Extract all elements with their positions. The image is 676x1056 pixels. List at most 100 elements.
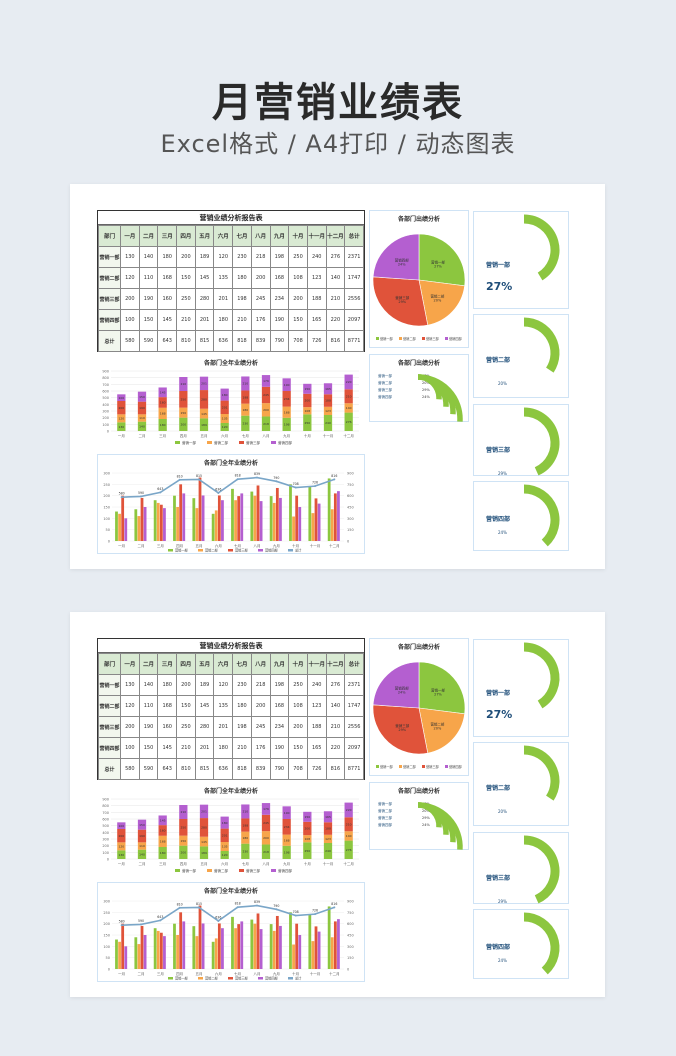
stacked-bar-segment	[241, 818, 250, 832]
ring-chart-title: 各部门出绩分析	[397, 360, 440, 367]
combo-chart-panel: 各部门全年业绩分析 0 0 50 150 100 300 150 450 200 600 250 750…	[97, 882, 365, 982]
grouped-bar	[314, 498, 318, 541]
grouped-bar	[153, 500, 157, 541]
stacked-bar-segment	[323, 843, 333, 859]
pie-slice	[418, 707, 465, 754]
table-cell: 168	[157, 267, 178, 289]
grouped-bar	[217, 923, 221, 969]
table-cell: 198	[232, 288, 252, 310]
table-cell: 120	[213, 246, 234, 268]
stacked-bar-segment	[179, 819, 188, 836]
table-cell: 245	[250, 716, 271, 738]
gauge-arc	[523, 912, 560, 975]
x-tick-label: 六月	[221, 433, 228, 438]
grouped-bar	[308, 914, 312, 969]
table-cell: 234	[269, 288, 290, 310]
table-header-row: 部门 一月 二月 三月 四月 五月 六月 七月 八月 九月 十月 十一月 十二月 总计	[98, 225, 364, 247]
pie-slice	[372, 276, 429, 327]
gauge-arc	[523, 214, 560, 281]
grouped-bar	[314, 926, 318, 969]
stacked-bar-segment	[117, 422, 126, 431]
gauge-percent: 24%	[498, 958, 507, 963]
segment-value-label: 145	[201, 840, 207, 844]
y-tick-label: 300	[103, 900, 110, 904]
table-cell: 220	[325, 737, 346, 759]
slice-name-label: 营销四部	[395, 258, 409, 263]
total-line	[121, 476, 335, 498]
stacked-bar-segment	[117, 401, 126, 415]
table-cell: 145	[194, 695, 215, 717]
segment-value-label: 198	[242, 823, 248, 827]
stacked-bar-segment	[117, 414, 126, 423]
segment-value-label: 145	[160, 391, 166, 395]
stacked-bar-segment	[220, 414, 229, 423]
table-row: 营销一部 130 140 180 200 189 120 230 218 198 250 240 276…	[98, 246, 364, 268]
segment-value-label: 176	[263, 379, 269, 383]
stacked-bar-segment	[158, 825, 167, 836]
stacked-chart-panel: 各部门全年业绩分析 0 100 200 300 400 500 600 700 800 900 130…	[97, 356, 365, 448]
grouped-bar	[221, 928, 224, 969]
stacked-bar-segment	[303, 835, 312, 843]
slice-percent-label: 29%	[398, 300, 406, 304]
table-cell: 180	[213, 309, 234, 331]
stacked-bar-chart: 0 100 200 300 400 500 600 700 800 900 130 120 200 100…	[102, 370, 359, 445]
x-tick-label: 五月	[196, 543, 203, 548]
ring-label: 营销四部	[378, 394, 392, 399]
ring-chart-panel: 各部门出绩分析 营销一部 27% 营销二部 20% 营销三部 29% 营销四部 24%	[369, 354, 469, 422]
segment-value-label: 120	[118, 845, 124, 849]
table-header-cell: 八月	[250, 653, 271, 675]
line-point	[140, 495, 142, 498]
stacked-bar-segment	[344, 412, 353, 431]
gauge-label: 营销二部	[486, 357, 511, 364]
slice-percent-label: 20%	[434, 726, 442, 730]
stacked-bar-segment	[220, 842, 229, 851]
grouped-bar	[333, 921, 337, 969]
stacked-bar-segment	[179, 417, 188, 431]
grouped-bar	[192, 498, 196, 541]
x-tick-label: 十一月	[310, 971, 321, 976]
gauge-percent: 24%	[498, 530, 507, 535]
gauge-arc	[523, 642, 560, 709]
grouped-bar	[259, 501, 263, 541]
stacked-bar-segment	[303, 407, 312, 415]
stacked-bar-segment	[220, 851, 229, 859]
y-tick-label: 900	[102, 798, 109, 802]
table-header-cell: 七月	[232, 225, 252, 247]
line-point	[198, 478, 200, 481]
table-cell: 140	[325, 267, 346, 289]
segment-value-label: 145	[160, 819, 166, 823]
grouped-bar	[134, 509, 138, 541]
segment-value-label: 140	[139, 853, 145, 857]
legend-swatch	[198, 549, 203, 552]
line-point	[140, 923, 142, 926]
table-cell: 201	[213, 288, 234, 310]
table-header-cell: 四月	[176, 225, 196, 247]
table-cell: 201	[194, 737, 215, 759]
line-point	[120, 924, 123, 927]
grouped-bar	[176, 935, 179, 969]
y2-tick-label: 150	[347, 956, 354, 960]
segment-value-label: 276	[346, 848, 352, 852]
grouped-bar	[337, 919, 340, 969]
grouped-bar	[173, 923, 176, 969]
grouped-bar	[289, 484, 292, 541]
y-tick-label: 800	[102, 376, 109, 380]
stacked-bar-segment	[261, 416, 271, 431]
segment-value-label: 210	[242, 810, 248, 814]
stacked-bar-segment	[137, 819, 147, 830]
table-cell: 580	[120, 758, 140, 780]
segment-value-label: 165	[325, 815, 331, 819]
table-cell: 590	[138, 758, 159, 780]
slice-percent-label: 27%	[434, 264, 442, 268]
line-point	[159, 919, 162, 922]
segment-value-label: 150	[180, 839, 186, 843]
table-cell: 168	[157, 695, 178, 717]
pie-chart-title: 各部门出绩分析	[397, 644, 440, 651]
ring-chart-title: 各部门出绩分析	[397, 788, 440, 795]
segment-value-label: 245	[263, 821, 269, 825]
y-tick-label: 0	[108, 968, 110, 972]
slice-percent-label: 20%	[434, 298, 442, 302]
line-value-label: 580	[119, 492, 125, 496]
segment-value-label: 189	[201, 851, 207, 855]
